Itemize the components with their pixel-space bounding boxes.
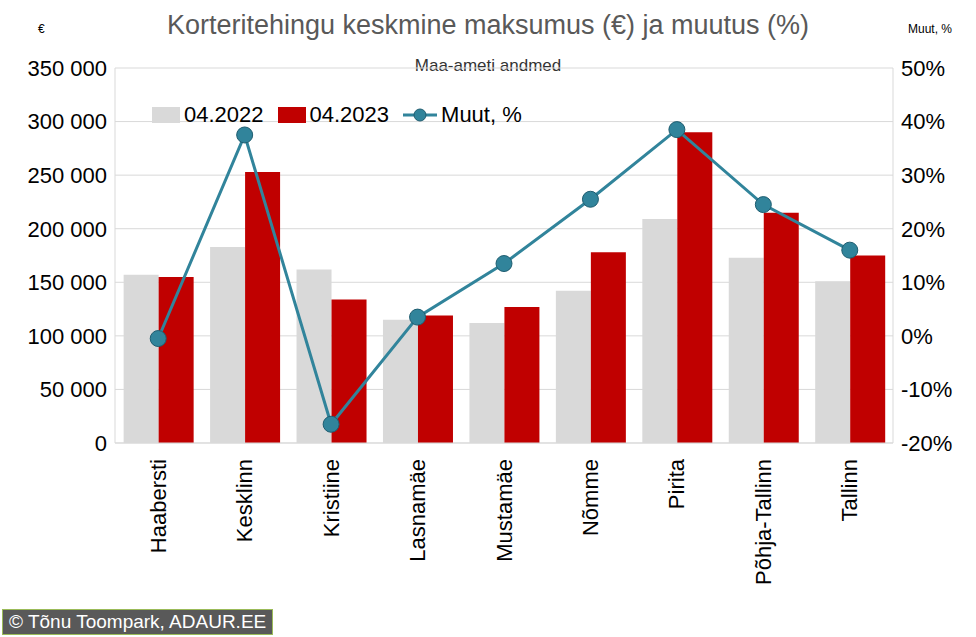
svg-text:50 000: 50 000 xyxy=(40,377,107,402)
svg-text:Tallinn: Tallinn xyxy=(837,459,862,521)
svg-text:Lasnamäe: Lasnamäe xyxy=(405,459,430,562)
svg-text:Kesklinn: Kesklinn xyxy=(232,459,257,542)
svg-text:Kristiine: Kristiine xyxy=(319,459,344,537)
svg-text:0%: 0% xyxy=(901,324,933,349)
svg-text:300 000: 300 000 xyxy=(27,109,107,134)
svg-text:250 000: 250 000 xyxy=(27,163,107,188)
svg-text:200 000: 200 000 xyxy=(27,217,107,242)
svg-text:Mustamäe: Mustamäe xyxy=(492,459,517,562)
html-text:Muut, %: Muut, % xyxy=(441,102,522,127)
svg-text:50%: 50% xyxy=(901,56,945,81)
svg-text:0: 0 xyxy=(95,431,107,456)
html-text:04.2022: 04.2022 xyxy=(184,102,264,127)
svg-text:Põhja-Tallinn: Põhja-Tallinn xyxy=(751,459,776,585)
svg-text:10%: 10% xyxy=(901,270,945,295)
svg-text:150 000: 150 000 xyxy=(27,270,107,295)
svg-text:-10%: -10% xyxy=(901,377,952,402)
svg-text:Pirita: Pirita xyxy=(664,458,689,509)
html-text:Muut, %: Muut, % xyxy=(908,22,952,36)
html-text:04.2023: 04.2023 xyxy=(309,102,390,127)
svg-text:30%: 30% xyxy=(901,163,945,188)
svg-text:100 000: 100 000 xyxy=(27,324,107,349)
svg-text:Nõmme: Nõmme xyxy=(578,459,603,536)
html-text:Maa-ameti andmed: Maa-ameti andmed xyxy=(414,56,562,75)
svg-text:350 000: 350 000 xyxy=(27,56,107,81)
svg-text:-20%: -20% xyxy=(901,431,952,456)
html-text:Korteritehingu keskmine maksum: Korteritehingu keskmine maksumus (€) ja … xyxy=(166,10,810,40)
svg-text:Haabersti: Haabersti xyxy=(146,459,171,553)
svg-text:20%: 20% xyxy=(901,217,945,242)
html-text:© Tõnu Toompark, ADAUR.EE: © Tõnu Toompark, ADAUR.EE xyxy=(9,611,267,632)
svg-text:40%: 40% xyxy=(901,109,945,134)
